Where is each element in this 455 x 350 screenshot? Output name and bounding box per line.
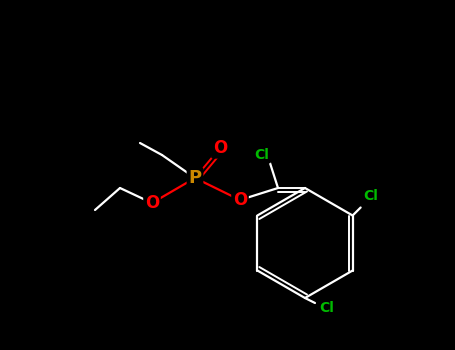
Text: O: O — [145, 194, 159, 212]
Text: Cl: Cl — [319, 301, 334, 315]
Text: O: O — [233, 191, 247, 209]
Text: P: P — [188, 169, 202, 187]
Text: Cl: Cl — [363, 189, 378, 203]
Text: O: O — [213, 139, 227, 157]
Text: Cl: Cl — [254, 148, 269, 162]
